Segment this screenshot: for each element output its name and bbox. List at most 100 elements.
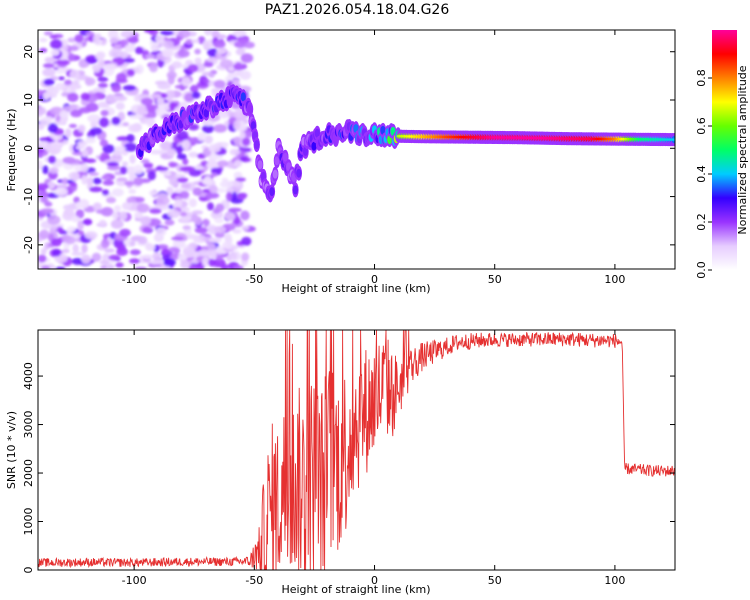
spectrogram-noise-blob bbox=[148, 189, 158, 197]
spectrogram-noise-blob bbox=[169, 162, 179, 168]
spectrogram-noise-blob bbox=[38, 147, 45, 154]
spectrogram-x-tick-label: -100 bbox=[122, 273, 147, 286]
spectrogram-noise-blob bbox=[115, 262, 124, 268]
spectrogram-noise-blob bbox=[243, 41, 255, 49]
spectrogram-noise-blob bbox=[113, 205, 122, 212]
spectrogram-noise-blob bbox=[148, 62, 158, 73]
spectrogram-noise-blob bbox=[167, 209, 181, 219]
spectrogram-noise-blob bbox=[133, 176, 144, 186]
spectrogram-noise-blob bbox=[77, 140, 88, 147]
spectrogram-noise-blob bbox=[166, 148, 177, 157]
spectrogram-noise-blob bbox=[124, 180, 135, 186]
spectrogram-noise-blob bbox=[162, 49, 173, 58]
spectrogram-noise-blob bbox=[99, 260, 110, 265]
spectrogram-noise-blob bbox=[214, 217, 225, 224]
spectrogram-noise-blob bbox=[216, 34, 227, 39]
spectrogram-signal-core bbox=[380, 125, 386, 135]
spectrogram-noise-blob bbox=[86, 177, 94, 186]
spectrogram-noise-blob bbox=[163, 40, 174, 49]
spectrogram-noise-blob bbox=[54, 187, 68, 196]
snr-plot-area bbox=[38, 330, 675, 570]
spectrogram-noise-blob bbox=[64, 79, 72, 86]
spectrogram-noise-blob bbox=[81, 254, 91, 265]
spectrogram-noise-blob bbox=[167, 74, 175, 85]
spectrogram-noise-blob bbox=[239, 131, 246, 139]
spectrogram-noise-blob bbox=[152, 251, 161, 261]
spectrogram-noise-blob bbox=[97, 101, 108, 109]
spectrogram-noise-blob bbox=[220, 109, 228, 119]
spectrogram-noise-blob bbox=[197, 132, 207, 142]
spectrogram-noise-blob bbox=[161, 248, 170, 254]
spectrogram-noise-blob bbox=[235, 48, 246, 56]
spectrogram-noise-blob bbox=[49, 144, 62, 155]
spectrogram-noise-blob bbox=[111, 188, 124, 197]
spectrogram-noise-blob bbox=[43, 78, 55, 86]
spectrogram-y-tick-label: 10 bbox=[22, 93, 35, 107]
spectrogram-noise-blob bbox=[92, 202, 102, 212]
spectrogram-y-tick-label: 0 bbox=[22, 145, 35, 152]
spectrogram-noise-blob bbox=[165, 89, 176, 100]
spectrogram-noise-blobs bbox=[38, 30, 256, 269]
spectrogram-noise-blob bbox=[68, 123, 77, 128]
spectrogram-noise-blob bbox=[203, 61, 214, 68]
spectrogram-noise-blob bbox=[89, 127, 103, 135]
spectrogram-noise-blob bbox=[129, 249, 141, 256]
colorbar-label: Normalized spectral amplitude bbox=[736, 65, 749, 234]
spectrogram-signal-trace bbox=[135, 84, 675, 203]
spectrogram-noise-blob bbox=[43, 31, 53, 36]
spectrogram-noise-blob bbox=[71, 251, 85, 256]
spectrogram-noise-blob bbox=[69, 182, 77, 187]
spectrogram-noise-blob bbox=[155, 166, 169, 171]
spectrogram-noise-blob bbox=[240, 53, 254, 64]
spectrogram-signal-core bbox=[314, 128, 320, 138]
spectrogram-noise-blob bbox=[181, 76, 192, 87]
snr-x-tick-label: 100 bbox=[604, 574, 625, 587]
spectrogram-noise-blob bbox=[104, 248, 115, 253]
spectrogram-noise-blob bbox=[66, 226, 77, 233]
spectrogram-x-tick-label: 0 bbox=[371, 273, 378, 286]
spectrogram-noise-blob bbox=[102, 180, 115, 186]
spectrogram-noise-blob bbox=[166, 186, 174, 195]
spectrogram-noise-blob bbox=[234, 61, 243, 71]
spectrogram-signal-core bbox=[292, 185, 299, 195]
spectrogram-noise-blob bbox=[241, 225, 250, 231]
spectrogram-noise-blob bbox=[141, 254, 154, 259]
spectrogram-noise-blob bbox=[40, 196, 49, 203]
spectrogram-noise-blob bbox=[114, 146, 127, 151]
spectrogram-noise-blob bbox=[213, 79, 226, 89]
spectrogram-noise-blob bbox=[101, 175, 111, 180]
spectrogram-noise-blob bbox=[42, 63, 55, 69]
colorbar-tick-label: 0.8 bbox=[695, 69, 708, 87]
spectrogram-noise-blob bbox=[188, 198, 197, 208]
spectrogram-noise-blob bbox=[176, 177, 189, 183]
spectrogram-noise-blob bbox=[55, 266, 66, 269]
spectrogram-noise-blob bbox=[143, 118, 156, 125]
spectrogram-noise-blob bbox=[233, 216, 241, 225]
spectrogram-noise-blob bbox=[213, 123, 228, 133]
snr-y-tick-label: 2000 bbox=[22, 459, 35, 487]
spectrogram-noise-blob bbox=[207, 202, 214, 211]
spectrogram-noise-blob bbox=[155, 196, 170, 206]
colorbar-tick-label: 0.4 bbox=[695, 165, 708, 183]
spectrogram-noise-blob bbox=[68, 104, 79, 111]
spectrogram-noise-blob bbox=[205, 192, 220, 199]
spectrogram-noise-blob bbox=[83, 158, 97, 163]
spectrogram-signal-core bbox=[203, 108, 209, 118]
spectrogram-noise-blob bbox=[225, 191, 233, 202]
spectrogram-noise-blob bbox=[85, 57, 98, 64]
spectrogram-noise-blob bbox=[105, 94, 119, 104]
spectrogram-noise-blob bbox=[40, 248, 47, 255]
spectrogram-noise-blob bbox=[113, 150, 122, 157]
spectrogram-noise-blob bbox=[40, 208, 54, 214]
spectrogram-noise-blob bbox=[155, 34, 165, 44]
spectrogram-noise-blob bbox=[168, 176, 180, 187]
spectrogram-y-axis-label: Frequency (Hz) bbox=[5, 109, 18, 192]
spectrogram-noise-blob bbox=[67, 37, 76, 43]
spectrogram-noise-blob bbox=[128, 188, 137, 195]
spectrogram-noise-blob bbox=[38, 254, 47, 263]
spectrogram-noise-blob bbox=[147, 218, 162, 227]
spectrogram-noise-blob bbox=[233, 171, 243, 180]
spectrogram-noise-blob bbox=[201, 178, 212, 185]
spectrogram-y-tick-label: -10 bbox=[22, 188, 35, 206]
